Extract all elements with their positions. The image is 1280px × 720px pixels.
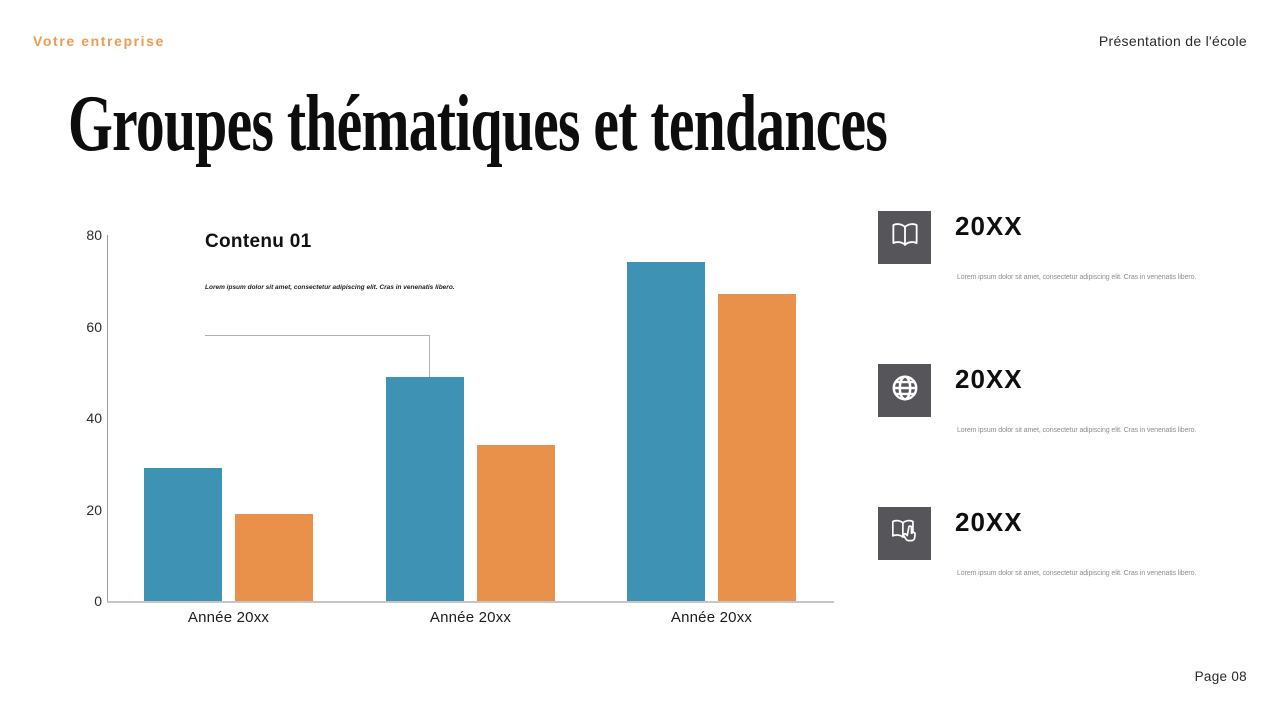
x-axis-label: Année 20xx [187, 609, 270, 626]
milestone-icon-box [878, 364, 931, 417]
y-axis [107, 235, 108, 602]
page-number: Page 08 [1194, 669, 1247, 684]
milestone-item: 20XX Lorem ipsum dolor sit amet, consect… [878, 364, 1248, 476]
x-axis [107, 601, 834, 603]
globe-icon [887, 370, 923, 411]
bar-blue-3 [627, 262, 705, 601]
milestones: 20XX Lorem ipsum dolor sit amet, consect… [878, 0, 1248, 720]
y-tick-label: 0 [94, 593, 102, 609]
chart-caption: Lorem ipsum dolor sit amet, consectetur … [205, 284, 455, 291]
y-tick-label: 80 [86, 227, 102, 243]
milestone-icon-box [878, 211, 931, 264]
bar-blue-2 [386, 376, 464, 601]
milestone-item: 20XX Lorem ipsum dolor sit amet, consect… [878, 211, 1248, 323]
milestone-item: 20XX Lorem ipsum dolor sit amet, consect… [878, 507, 1248, 619]
milestone-year: 20XX [955, 211, 1023, 241]
header-right-text: Présentation de l'école [1098, 33, 1247, 49]
brand-text: Votre entreprise [33, 33, 165, 49]
y-tick-label: 20 [86, 501, 102, 518]
open-book-icon [887, 217, 923, 258]
callout-line-vertical [429, 335, 430, 390]
milestone-year: 20XX [955, 364, 1023, 394]
milestone-year: 20XX [955, 507, 1023, 537]
milestone-text: Lorem ipsum dolor sit amet, consectetur … [957, 427, 1197, 434]
bar-orange-1 [235, 514, 313, 601]
y-tick-label: 60 [86, 318, 102, 335]
bar-orange-2 [477, 445, 555, 601]
milestone-text: Lorem ipsum dolor sit amet, consectetur … [957, 274, 1197, 281]
x-axis-label: Année 20xx [429, 609, 512, 626]
bar-chart: Contenu 01 Lorem ipsum dolor sit amet, c… [78, 227, 850, 639]
book-hand-icon [887, 513, 923, 554]
milestone-icon-box [878, 507, 931, 560]
x-axis-label: Année 20xx [670, 609, 753, 626]
chart-heading: Contenu 01 [205, 231, 312, 252]
bar-orange-3 [718, 294, 796, 601]
y-tick-label: 40 [86, 410, 102, 426]
page-title: Groupes thématiques et tendances [68, 80, 888, 168]
callout-line-horizontal [205, 335, 430, 336]
bar-blue-1 [144, 468, 222, 601]
milestone-text: Lorem ipsum dolor sit amet, consectetur … [957, 570, 1197, 577]
